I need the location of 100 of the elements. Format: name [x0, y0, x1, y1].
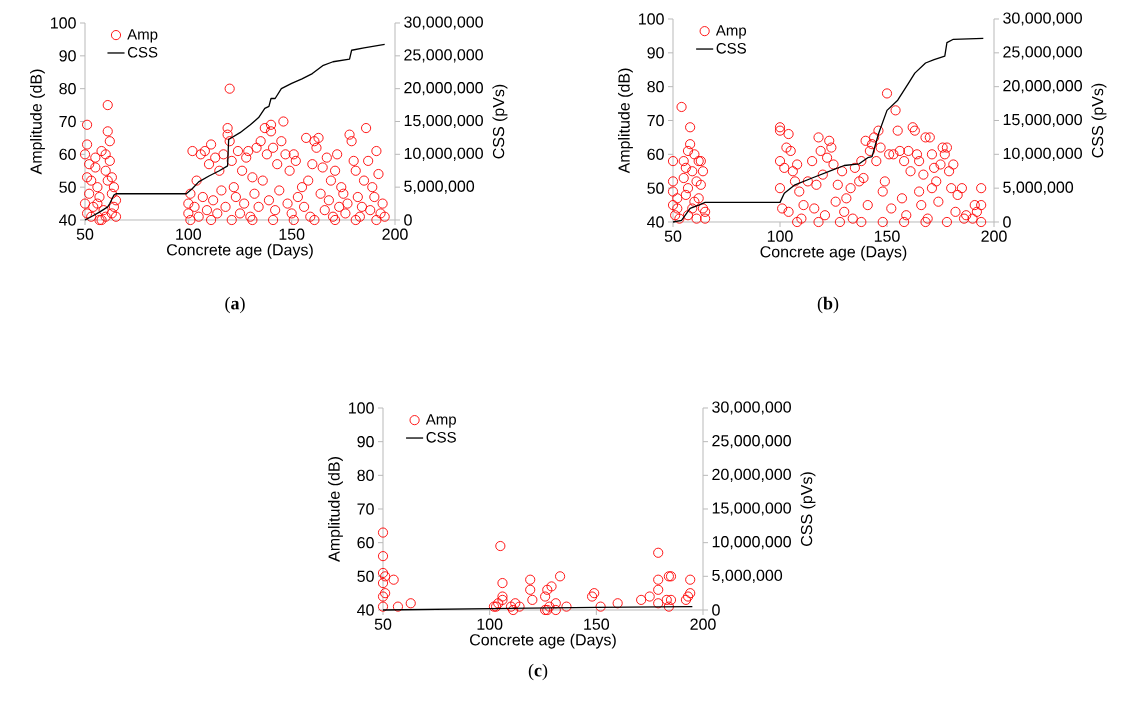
- legend-label: Amp: [715, 25, 747, 39]
- point: [663, 601, 674, 612]
- x-axis-title: Concrete age (Days): [470, 633, 616, 649]
- y-axis-title: Amplitude (dB): [618, 68, 633, 174]
- point: [612, 598, 623, 609]
- x-tick-label: 150: [279, 228, 305, 240]
- y2-axis-title: CSS (pVs): [800, 472, 816, 546]
- x-tick-label: 50: [664, 230, 682, 242]
- legend-label: CSS: [716, 43, 746, 54]
- point: [665, 594, 677, 605]
- legend-label: Amp: [127, 29, 158, 43]
- point: [653, 547, 664, 558]
- point: [525, 584, 536, 595]
- y-tick-label: 60: [59, 148, 76, 160]
- point: [595, 601, 606, 612]
- x-tick-label: 50: [76, 228, 94, 240]
- y-tick-label: 70: [647, 114, 664, 127]
- point: [377, 527, 389, 538]
- point: [527, 594, 538, 605]
- x-tick-label: 50: [374, 618, 392, 630]
- point: [510, 598, 521, 609]
- y2-tick-label: 0: [404, 214, 412, 226]
- point: [377, 601, 389, 612]
- point: [508, 604, 519, 616]
- x-tick-label: 150: [874, 230, 900, 242]
- y-tick-label: 60: [357, 537, 374, 549]
- y2-tick-label: 30,000,000: [712, 401, 791, 415]
- y-tick-label: 100: [51, 17, 76, 29]
- point: [653, 574, 664, 585]
- y2-tick-label: 10,000,000: [1003, 147, 1082, 161]
- x-tick-label: 200: [981, 230, 1007, 242]
- legend-label: Amp: [425, 414, 456, 428]
- point: [514, 601, 525, 612]
- point: [377, 551, 389, 562]
- y-tick-label: 70: [357, 503, 374, 515]
- y-tick-label: 40: [357, 604, 374, 616]
- y2-tick-label: 0: [712, 604, 720, 616]
- y-tick-label: 90: [357, 436, 374, 448]
- point: [505, 601, 517, 612]
- point: [542, 584, 553, 595]
- point: [661, 594, 672, 605]
- point: [653, 584, 664, 595]
- point: [550, 598, 561, 609]
- point: [685, 574, 696, 585]
- point: [644, 591, 655, 602]
- y2-tick-label: 0: [1003, 216, 1011, 228]
- line-series: [84, 43, 386, 221]
- point: [392, 601, 403, 612]
- point: [380, 571, 391, 582]
- y2-tick-label: 25,000,000: [404, 49, 483, 63]
- point: [497, 578, 508, 589]
- point: [388, 574, 399, 585]
- x-tick-label: 100: [767, 230, 793, 242]
- y-tick-label: 40: [647, 216, 664, 228]
- y-tick-label: 80: [59, 83, 76, 95]
- x-tick-label: 100: [176, 228, 202, 240]
- x-tick-label: 200: [382, 228, 408, 240]
- point: [636, 594, 647, 605]
- x-axis-title: Concrete age (Days): [167, 243, 313, 259]
- y2-tick-label: 20,000,000: [712, 468, 791, 482]
- point: [377, 578, 389, 589]
- y2-tick-label: 20,000,000: [404, 82, 483, 96]
- x-tick-label: 100: [477, 618, 503, 630]
- y2-tick-label: 10,000,000: [404, 147, 483, 161]
- y2-tick-label: 5,000,000: [1003, 181, 1074, 195]
- y2-tick-label: 10,000,000: [712, 536, 791, 550]
- line-series: [672, 37, 984, 223]
- y-tick-label: 90: [647, 47, 664, 59]
- y2-axis-title: CSS (pVs): [1091, 83, 1107, 158]
- y-tick-label: 50: [647, 182, 664, 194]
- x-tick-label: 200: [690, 618, 716, 630]
- y-tick-label: 40: [59, 214, 76, 226]
- point: [546, 581, 557, 592]
- legend-label: CSS: [127, 46, 158, 58]
- text: (b): [817, 296, 839, 314]
- y2-tick-label: 15,000,000: [404, 114, 483, 129]
- y-tick-label: 60: [647, 148, 664, 160]
- point: [525, 574, 536, 585]
- point: [405, 598, 416, 609]
- y2-tick-label: 5,000,000: [404, 180, 475, 194]
- y2-tick-label: 25,000,000: [712, 435, 791, 449]
- y2-axis-title: CSS (pVs): [492, 84, 508, 159]
- x-tick-label: 150: [584, 618, 610, 630]
- x-axis-title: Concrete age (Days): [760, 245, 907, 261]
- text: (a): [225, 296, 245, 314]
- y-tick-label: 100: [639, 13, 664, 25]
- y-tick-label: 80: [357, 469, 374, 481]
- y2-tick-label: 25,000,000: [1003, 46, 1082, 60]
- point: [653, 598, 664, 609]
- text: (c): [528, 663, 548, 681]
- legend-label: CSS: [426, 432, 456, 443]
- point: [555, 571, 566, 582]
- y-tick-label: 50: [357, 570, 374, 582]
- point: [377, 567, 389, 579]
- y2-tick-label: 5,000,000: [712, 569, 783, 583]
- point: [544, 601, 555, 612]
- y-tick-label: 50: [59, 181, 76, 193]
- point: [550, 604, 561, 616]
- y-axis-title: Amplitude (dB): [328, 457, 343, 562]
- y-tick-label: 80: [647, 81, 664, 93]
